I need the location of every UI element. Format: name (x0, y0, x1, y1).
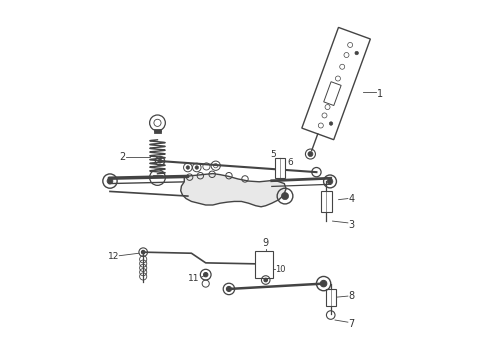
Text: 2: 2 (119, 152, 125, 162)
Circle shape (264, 278, 268, 282)
Bar (255, 251, 273, 278)
Circle shape (107, 178, 113, 184)
Text: 12: 12 (107, 252, 119, 261)
Text: 11: 11 (188, 274, 199, 283)
Text: 1: 1 (377, 89, 383, 99)
Circle shape (226, 287, 231, 292)
Circle shape (320, 280, 327, 287)
Circle shape (203, 273, 208, 277)
Circle shape (355, 51, 359, 55)
Circle shape (186, 166, 190, 169)
Text: 9: 9 (263, 238, 269, 248)
Text: 5: 5 (270, 149, 276, 158)
Polygon shape (324, 82, 341, 105)
Circle shape (329, 122, 333, 125)
Bar (326, 289, 336, 306)
Text: 3: 3 (348, 220, 355, 230)
Circle shape (327, 179, 333, 184)
Text: 6: 6 (288, 158, 294, 167)
Polygon shape (302, 27, 370, 140)
Circle shape (195, 166, 198, 169)
Text: 8: 8 (348, 291, 355, 301)
Bar (275, 158, 285, 178)
Text: 4: 4 (348, 194, 355, 203)
Text: 7: 7 (348, 319, 355, 329)
Circle shape (281, 193, 289, 200)
Polygon shape (181, 174, 286, 207)
Text: 10: 10 (275, 265, 286, 274)
Circle shape (308, 152, 313, 157)
Circle shape (158, 159, 162, 163)
Bar (321, 191, 332, 212)
Circle shape (142, 250, 145, 254)
